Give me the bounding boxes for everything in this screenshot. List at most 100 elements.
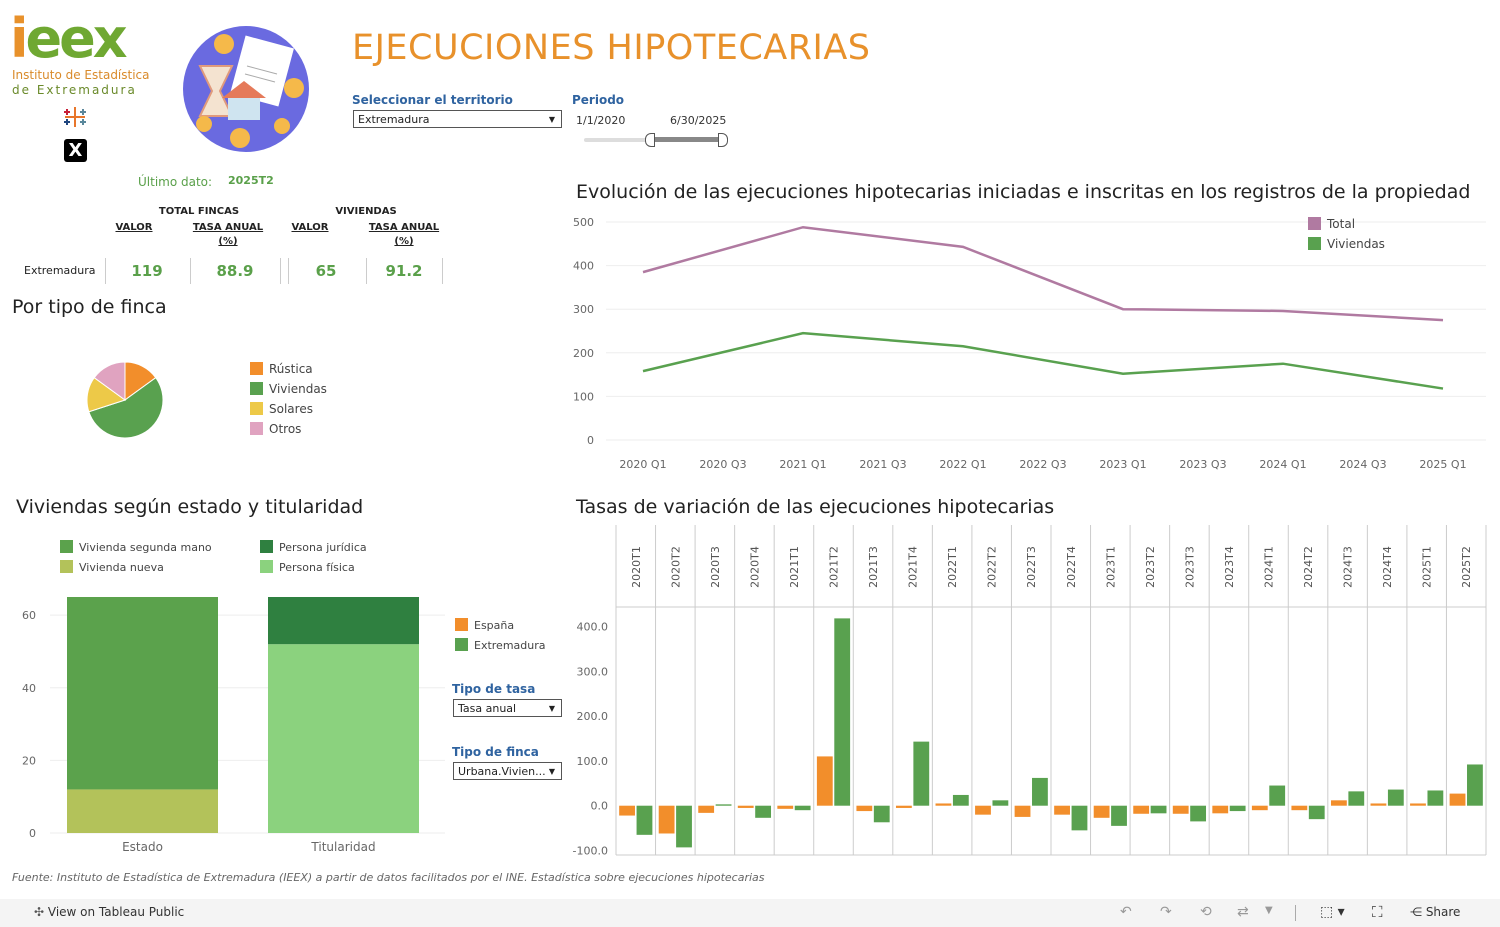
bar-espana[interactable] — [895, 805, 912, 808]
bar-espana[interactable] — [816, 756, 833, 806]
kpi-divider — [366, 258, 367, 284]
refresh-icon[interactable]: ⇄ — [1237, 904, 1249, 920]
bar-espana[interactable] — [777, 805, 794, 809]
revert-icon[interactable]: ⟲ — [1200, 904, 1212, 920]
stack-chart[interactable]: 60 40 20 0 Estado Titularidad — [10, 585, 450, 860]
x-tick-label: 2022 Q1 — [939, 458, 986, 471]
bar-espana[interactable] — [658, 805, 675, 834]
fullscreen-icon[interactable]: ⛶ — [1372, 903, 1383, 921]
fincas-valor-header: VALOR — [115, 222, 153, 233]
viv-valor: 65 — [315, 262, 337, 280]
bar-extremadura[interactable] — [834, 618, 851, 806]
bar-extremadura[interactable] — [913, 741, 930, 806]
bar-extremadura[interactable] — [1467, 764, 1483, 806]
pie-legend-item: Rústica — [250, 362, 327, 382]
bar-espana[interactable] — [1251, 805, 1268, 811]
period-start-handle[interactable] — [645, 133, 655, 147]
bar-espana[interactable] — [1410, 803, 1426, 806]
bar-extremadura[interactable] — [992, 800, 1009, 806]
territory-label: Seleccionar el territorio — [352, 93, 513, 107]
x-tick-label: 2024 Q3 — [1339, 458, 1386, 471]
x-twitter-icon[interactable]: X — [64, 139, 87, 162]
pie-chart[interactable] — [80, 355, 170, 445]
stack-segment[interactable] — [268, 644, 419, 833]
bar-espana[interactable] — [1330, 800, 1347, 806]
bar-extremadura[interactable] — [755, 805, 772, 818]
bar-espana[interactable] — [1291, 805, 1308, 811]
bar-espana[interactable] — [1172, 805, 1189, 814]
bar-extremadura[interactable] — [1348, 791, 1365, 806]
stack-segment[interactable] — [67, 789, 218, 833]
bar-extremadura[interactable] — [873, 805, 890, 823]
x-tick-label: 2022 Q3 — [1019, 458, 1066, 471]
bar-extremadura[interactable] — [1269, 785, 1286, 806]
bar-espana[interactable] — [1449, 793, 1466, 806]
kpi-divider — [280, 258, 281, 284]
stack-chart-title: Viviendas según estado y titularidad — [16, 496, 364, 518]
bar-extremadura[interactable] — [1071, 805, 1088, 831]
pie-slice-1[interactable] — [88, 376, 164, 439]
series-line-total[interactable] — [642, 225, 1444, 322]
viv-tasa: 91.2 — [385, 262, 423, 280]
territory-dropdown[interactable]: Extremadura ▼ — [353, 110, 562, 128]
bar-espana[interactable] — [1212, 805, 1229, 814]
bar-extremadura[interactable] — [1032, 777, 1048, 806]
column-header-label: 2023T2 — [1144, 546, 1157, 588]
bar-espana[interactable] — [698, 805, 715, 813]
fincas-tasa: 88.9 — [216, 262, 254, 280]
kpi-divider — [288, 258, 289, 284]
tasa-dropdown[interactable]: Tasa anual ▼ — [453, 699, 562, 717]
bar-extremadura[interactable] — [1308, 805, 1325, 820]
stack-segment[interactable] — [67, 597, 218, 790]
bar-espana[interactable] — [856, 805, 873, 812]
share-button[interactable]: ⋲ Share — [1410, 905, 1461, 919]
bar-espana[interactable] — [975, 805, 991, 815]
pie-title: Por tipo de finca — [12, 296, 167, 318]
undo-icon[interactable]: ↶ — [1120, 904, 1132, 920]
view-on-tableau-button[interactable]: ✣ View on Tableau Public — [34, 905, 185, 919]
viv-tasa-header: TASA ANUAL (%) — [368, 222, 440, 247]
redo-icon[interactable]: ↷ — [1160, 904, 1172, 920]
bar-extremadura[interactable] — [1387, 789, 1404, 806]
period-end-handle[interactable] — [718, 133, 728, 147]
bar-espana[interactable] — [1093, 805, 1110, 818]
bar-extremadura[interactable] — [1229, 805, 1246, 812]
bar-espana[interactable] — [1054, 805, 1070, 815]
y-tick-label: 500 — [573, 216, 594, 229]
pie-slice-3[interactable] — [93, 361, 126, 401]
bar-extremadura[interactable] — [1190, 805, 1207, 822]
stack-segment[interactable] — [268, 597, 419, 645]
legend-swatch — [250, 422, 263, 435]
period-slider-range[interactable] — [650, 137, 722, 142]
bar-espana[interactable] — [935, 803, 952, 806]
bar-extremadura[interactable] — [676, 805, 692, 848]
download-icon[interactable]: ⬚ ▾ — [1320, 904, 1345, 920]
legend-espana: España — [455, 618, 514, 632]
y-tick-label: 200 — [573, 347, 594, 360]
tableau-icon[interactable] — [62, 104, 88, 130]
bar-extremadura[interactable] — [1111, 805, 1127, 826]
bar-extremadura[interactable] — [636, 805, 653, 835]
bar-espana[interactable] — [1133, 805, 1150, 814]
bar-chart[interactable]: 400.0 300.0 200.0 100.0 0.0 -100.0 2020T1 2020T… — [566, 525, 1491, 860]
finca-dropdown[interactable]: Urbana.Vivien... ▼ — [453, 762, 562, 780]
bar-espana[interactable] — [737, 805, 754, 808]
bar-extremadura[interactable] — [794, 805, 811, 811]
line-chart[interactable]: 500 400 300 200 100 0 2020 Q1 2020 Q3 2021 Q1 202… — [566, 208, 1496, 483]
bar-extremadura[interactable] — [1427, 790, 1444, 806]
bar-espana[interactable] — [619, 805, 635, 816]
bar-extremadura[interactable] — [1150, 805, 1167, 814]
chevron-down-icon[interactable]: ▼ — [1265, 905, 1273, 916]
bar-espana[interactable] — [1370, 803, 1387, 806]
stack-legend-item: Vivienda nueva — [60, 560, 164, 574]
column-header-label: 2023T1 — [1104, 546, 1117, 588]
bar-extremadura[interactable] — [715, 804, 732, 806]
series-line-viviendas[interactable] — [642, 331, 1444, 390]
bar-espana[interactable] — [1014, 805, 1031, 817]
x-tick-label: 2020 Q1 — [619, 458, 666, 471]
toolbar-divider — [1295, 905, 1296, 921]
last-data-label: Último dato: — [138, 175, 213, 189]
y-tick-label: 0.0 — [591, 800, 609, 813]
bar-extremadura[interactable] — [952, 794, 969, 806]
column-header-label: 2021T1 — [788, 546, 801, 588]
